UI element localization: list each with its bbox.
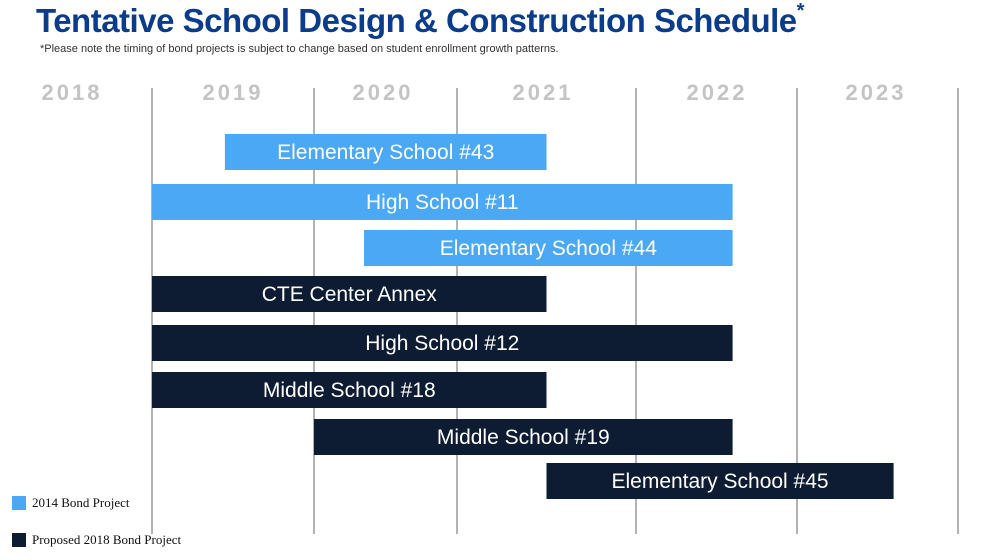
chart-title-text: Tentative School Design & Construction S…	[36, 2, 797, 39]
gantt-bar-label: Middle School #18	[263, 379, 436, 402]
chart-title: Tentative School Design & Construction S…	[36, 0, 805, 40]
gantt-bar-label: Elementary School #45	[611, 470, 828, 493]
gantt-bar-label: High School #11	[366, 191, 519, 214]
gantt-bar-label: CTE Center Annex	[262, 283, 438, 306]
legend-swatch-2014	[12, 496, 26, 510]
x-tick-label: 2020	[353, 80, 414, 105]
gantt-bar	[152, 372, 547, 408]
x-tick-label: 2023	[846, 80, 907, 105]
chart-note: *Please note the timing of bond projects…	[40, 43, 559, 55]
gantt-bar	[224, 134, 547, 170]
gantt-bar-label: High School #12	[365, 332, 519, 355]
gantt-bar-label: Elementary School #43	[277, 141, 494, 164]
x-tick-label: 2021	[513, 80, 574, 105]
gantt-bar	[314, 419, 733, 455]
x-tick-label: 2022	[687, 80, 748, 105]
legend-label-2014: 2014 Bond Project	[32, 495, 130, 510]
legend-swatch-2018	[12, 533, 26, 547]
legend-item-2018: Proposed 2018 Bond Project	[12, 532, 181, 548]
gantt-bar	[152, 184, 733, 220]
x-tick-label: 2018	[42, 80, 103, 105]
legend-item-2014: 2014 Bond Project	[12, 495, 130, 511]
gantt-bar-label: Elementary School #44	[440, 237, 657, 260]
gantt-bar	[546, 463, 894, 499]
gantt-bar	[152, 276, 547, 312]
gantt-bar	[152, 325, 733, 361]
gantt-bar	[364, 230, 733, 266]
gantt-bar-label: Middle School #19	[437, 426, 610, 449]
legend-label-2018: Proposed 2018 Bond Project	[32, 532, 182, 547]
x-tick-label: 2019	[203, 80, 264, 105]
chart-title-mark: *	[796, 0, 805, 22]
